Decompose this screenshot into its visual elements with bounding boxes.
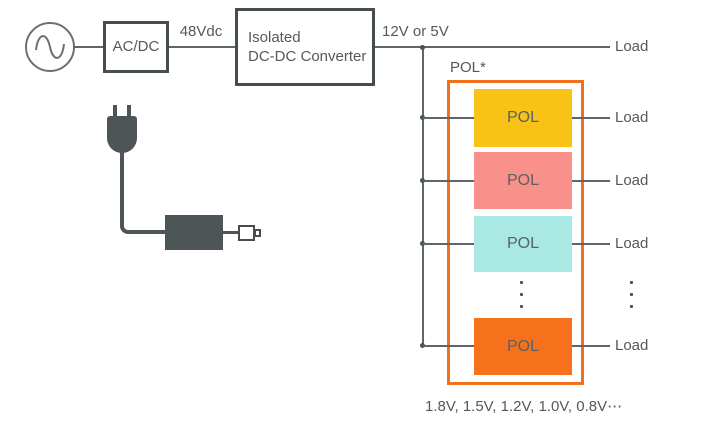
pol-label: POL <box>506 109 539 126</box>
ellipsis-dots <box>520 281 523 284</box>
load-label: Load <box>615 38 649 55</box>
wire-pol-to-load <box>572 117 610 119</box>
ellipsis-dots <box>520 293 523 296</box>
wire-bus-to-pol <box>423 345 474 347</box>
plug-prong <box>113 105 117 119</box>
ellipsis-dots <box>630 305 633 308</box>
load-label: Load <box>615 337 649 354</box>
bus-line <box>422 47 424 347</box>
pol-voltages-note: 1.8V, 1.5V, 1.2V, 1.0V, 0.8V⋯ <box>425 398 623 415</box>
junction-dot <box>420 343 425 348</box>
plug-body <box>107 116 137 153</box>
ac-source-icon <box>25 22 75 72</box>
pol-group-box <box>447 80 584 385</box>
junction-dot <box>420 241 425 246</box>
junction-dot <box>420 45 425 50</box>
pol-block: POL <box>474 89 572 147</box>
wire-source-to-acdc <box>73 46 103 48</box>
power-cord <box>120 150 165 234</box>
wire-acdc-to-converter <box>169 46 235 48</box>
pol-block: POL <box>474 152 572 209</box>
wire-pol-to-load <box>572 243 610 245</box>
isolated-dcdc-converter-box: Isolated DC-DC Converter <box>235 8 375 86</box>
bus-48v-label: 48Vdc <box>179 23 223 40</box>
load-label: Load <box>615 235 649 252</box>
wire-bus-to-pol <box>423 243 474 245</box>
dc-connector-tip <box>254 229 261 237</box>
wire-bus-to-pol <box>423 180 474 182</box>
acdc-converter-box: AC/DC <box>103 21 169 73</box>
junction-dot <box>420 178 425 183</box>
bus-12v-label: 12V or 5V <box>382 23 449 40</box>
plug-prong <box>127 105 131 119</box>
ellipsis-dots <box>630 293 633 296</box>
ellipsis-dots <box>520 305 523 308</box>
pol-label: POL <box>506 235 539 252</box>
load-label: Load <box>615 109 649 126</box>
pol-label: POL <box>506 337 539 355</box>
wire-pol-to-load <box>572 180 610 182</box>
converter-label-line2: DC-DC Converter <box>248 48 367 65</box>
adapter-output-wire <box>223 231 239 234</box>
pol-label: POL <box>506 171 539 189</box>
pol-group-label: POL* <box>450 59 486 76</box>
ellipsis-dots <box>630 281 633 284</box>
converter-label-line1: Isolated <box>248 29 301 46</box>
sine-wave-icon <box>35 35 65 59</box>
pol-block: POL <box>474 216 572 272</box>
acdc-label: AC/DC <box>112 38 160 55</box>
wire-converter-to-loads <box>375 46 610 48</box>
dc-connector-icon <box>238 225 255 241</box>
wire-bus-to-pol <box>423 117 474 119</box>
adapter-brick <box>165 215 223 250</box>
load-label: Load <box>615 172 649 189</box>
pol-block: POL <box>474 318 572 375</box>
wire-pol-to-load <box>572 345 610 347</box>
junction-dot <box>420 115 425 120</box>
